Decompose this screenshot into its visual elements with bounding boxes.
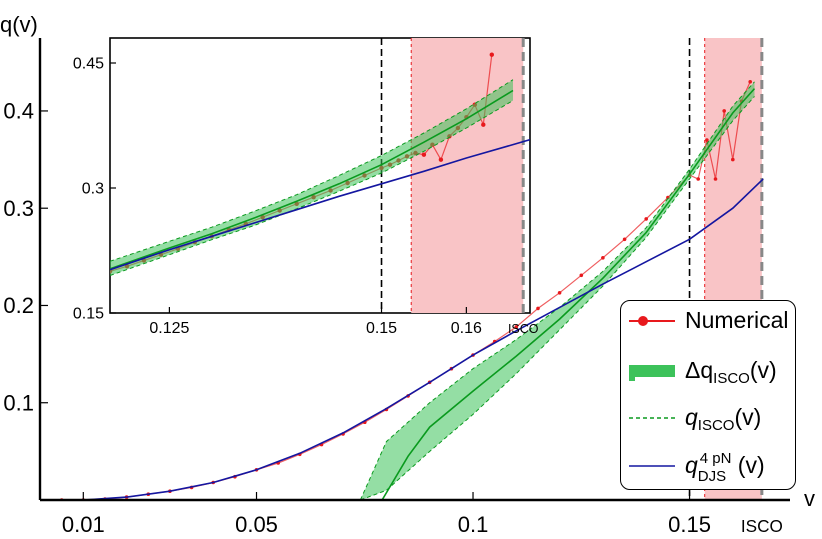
inset-series-q-isco-v bbox=[110, 89, 514, 270]
main-series-numerical-point bbox=[557, 291, 562, 295]
inset-plot-area bbox=[110, 38, 530, 313]
legend-swatch-numerical bbox=[629, 316, 675, 326]
legend-label-q-isco: qISCO(v) bbox=[685, 400, 761, 443]
main-series-numerical-point bbox=[713, 177, 718, 181]
inset-y-tick-label: 0.45 bbox=[73, 56, 104, 73]
legend-label-q-isco-main: q bbox=[685, 404, 698, 430]
main-series-q-isco-v bbox=[381, 88, 756, 500]
legend-label-q-djs-sub: DJS bbox=[697, 468, 727, 485]
legend-item-q-isco: qISCO(v) bbox=[621, 398, 797, 438]
main-x-tick-label: 0.1 bbox=[458, 512, 489, 537]
legend-label-q-djs-tail: (v) bbox=[737, 452, 765, 478]
main-y-tick-label: 0.1 bbox=[3, 390, 34, 415]
legend-item-numerical: Numerical bbox=[621, 301, 797, 341]
main-x-tick-label: 0.05 bbox=[235, 512, 278, 537]
main-series-numerical-point bbox=[622, 237, 627, 242]
legend-swatch-delta-q-isco bbox=[629, 365, 675, 381]
main-x-tick-label: 0.01 bbox=[62, 512, 105, 537]
inset-y-tick-label: 0.15 bbox=[73, 306, 104, 323]
main-x-tick-label: 0.15 bbox=[668, 512, 711, 537]
legend-label-numerical: Numerical bbox=[685, 307, 789, 333]
inset-y-tick-label: 0.3 bbox=[82, 181, 104, 198]
inset-series-numerical-point bbox=[438, 157, 444, 162]
main-isco-label: ISCO bbox=[741, 516, 783, 536]
legend-item-delta-q-isco: ΔqISCO(v) bbox=[621, 351, 797, 391]
legend-label-q-djs-main: q bbox=[685, 452, 698, 478]
inset-x-tick-label: 0.16 bbox=[451, 320, 482, 337]
main-series-numerical-point bbox=[748, 80, 752, 84]
legend-swatch-q-isco bbox=[629, 417, 675, 419]
inset-series-numerical-point bbox=[489, 52, 494, 57]
inset-series-q-djs-4pn-v bbox=[110, 138, 530, 271]
inset-isco-label: ISCO bbox=[508, 322, 539, 336]
inset-series-q-isco-v-lower-edge bbox=[110, 100, 514, 276]
main-y-tick-label: 0.2 bbox=[3, 293, 34, 318]
inset-x-tick-label: 0.15 bbox=[366, 320, 397, 337]
main-series-numerical-point bbox=[644, 217, 648, 221]
main-series-numerical-point bbox=[696, 177, 700, 181]
main-series-numerical-point bbox=[731, 157, 735, 162]
main-series-q-isco-v-fill bbox=[360, 81, 755, 500]
main-series-numerical-point bbox=[579, 273, 584, 278]
inset-series-numerical-point bbox=[421, 152, 427, 157]
legend-label-delta-q-sub: ISCO bbox=[713, 370, 750, 387]
main-series-numerical-point bbox=[722, 109, 726, 113]
main-series-numerical-point bbox=[705, 138, 709, 142]
inset-plot: 0.125 0.15 0.16 0.15 0.3 0.45 ISCO bbox=[73, 37, 539, 337]
main-series-numerical-point bbox=[601, 255, 605, 260]
main-series-q-djs-4pn-v bbox=[61, 178, 764, 500]
main-series-numerical-point bbox=[514, 325, 519, 329]
legend-label-delta-q-isco: ΔqISCO(v) bbox=[685, 353, 777, 396]
legend-label-q-djs-sup: 4 pN bbox=[699, 450, 732, 467]
inset-series-numerical-point bbox=[481, 122, 486, 127]
main-series-numerical-point bbox=[536, 306, 540, 311]
inset-series-q-isco-v-upper-edge bbox=[110, 79, 514, 262]
main-y-tick-label: 0.4 bbox=[3, 99, 34, 124]
legend-label-delta-q-tail: (v) bbox=[749, 357, 777, 383]
inset-numerical-uncertainty-band bbox=[411, 38, 524, 313]
main-x-axis-label: v bbox=[804, 486, 815, 511]
legend-swatch-q-djs-4pn bbox=[629, 465, 675, 467]
inset-x-tick-label: 0.125 bbox=[149, 320, 189, 337]
legend-label-q-isco-tail: (v) bbox=[734, 404, 762, 430]
main-series-q-isco-v-lower-edge bbox=[360, 96, 755, 500]
main-y-tick-label: 0.3 bbox=[3, 196, 34, 221]
legend-label-delta-q-main: Δq bbox=[685, 357, 714, 383]
legend-label-q-isco-sub: ISCO bbox=[697, 417, 735, 434]
main-y-axis-label: q(v) bbox=[0, 12, 38, 37]
legend-label-q-djs-indices: 4 pN DJS bbox=[698, 448, 738, 485]
